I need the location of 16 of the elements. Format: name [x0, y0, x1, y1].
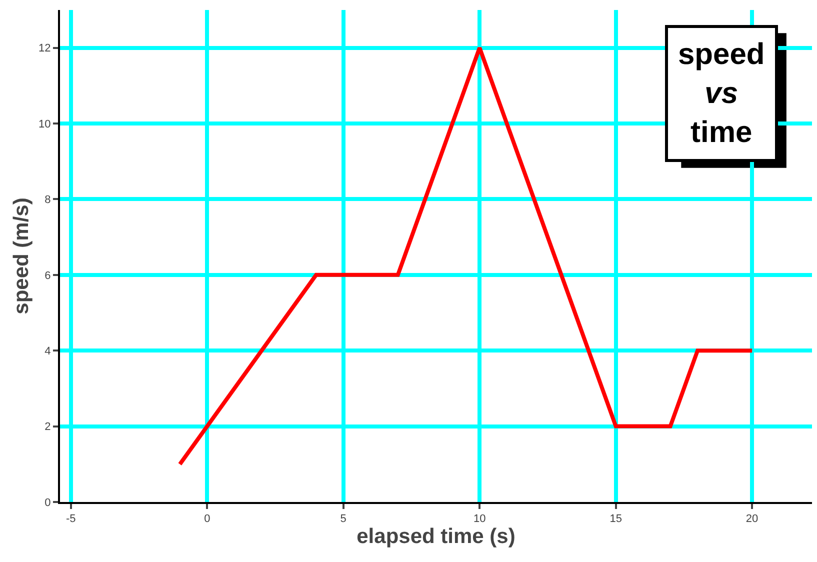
x-tick-label: -5	[66, 513, 76, 526]
x-axis-title: elapsed time (s)	[356, 525, 516, 548]
y-axis-title: speed (m/s)	[10, 198, 34, 314]
y-tick-label: 4	[44, 345, 51, 358]
annotation: speed vs time	[678, 38, 765, 149]
y-tick-label: 10	[38, 118, 51, 130]
x-tick-label: 0	[204, 513, 210, 526]
y-tick-label: 12	[38, 42, 51, 55]
x-tick-label: 10	[473, 513, 486, 526]
x-tick-label: 20	[746, 513, 758, 526]
y-tick-label: 0	[44, 496, 51, 509]
x-tick-label: 15	[610, 513, 622, 526]
y-tick-label: 6	[44, 270, 51, 282]
x-tick-label: 5	[340, 513, 346, 526]
y-tick-label: 8	[44, 194, 51, 206]
y-tick-label: 2	[44, 421, 51, 434]
